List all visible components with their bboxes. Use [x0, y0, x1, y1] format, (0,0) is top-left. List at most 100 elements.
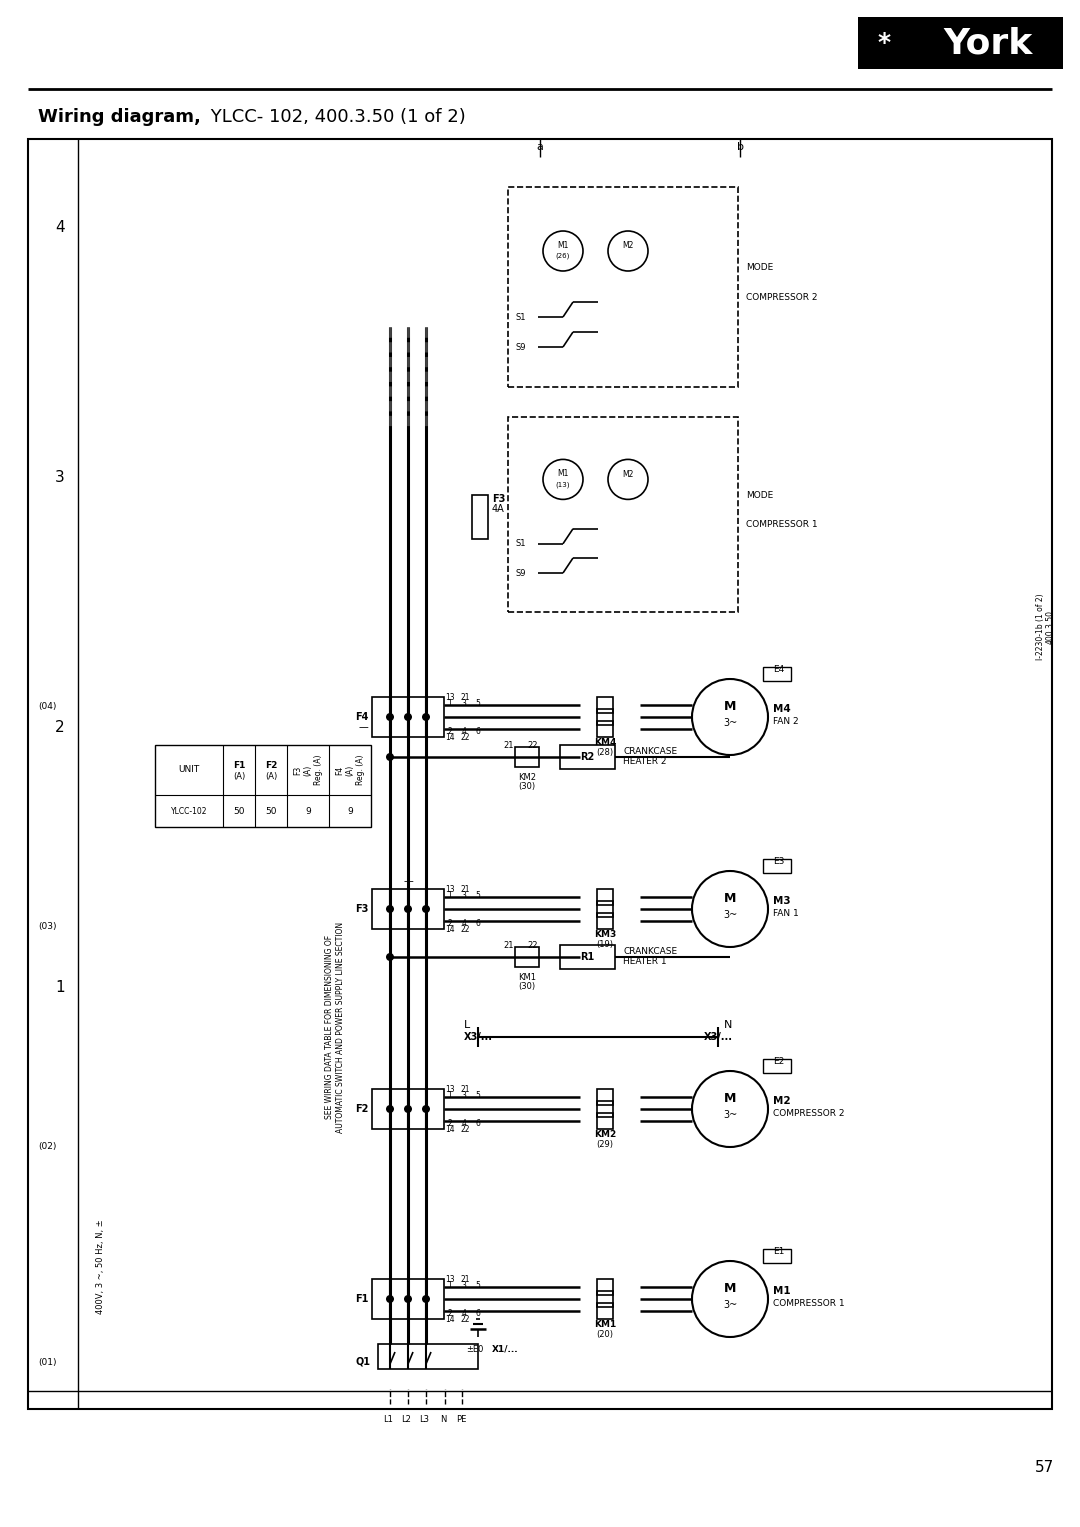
Text: 9: 9	[306, 806, 311, 815]
Text: CRANKCASE: CRANKCASE	[623, 747, 677, 756]
Text: E2: E2	[773, 1057, 784, 1066]
Text: L: L	[463, 1020, 470, 1031]
Text: X3/...: X3/...	[463, 1032, 492, 1041]
Text: York: York	[943, 26, 1032, 60]
Text: 3: 3	[461, 698, 467, 707]
Text: COMPRESSOR 1: COMPRESSOR 1	[773, 1298, 845, 1307]
Text: *: *	[877, 31, 891, 55]
Text: (01): (01)	[38, 1358, 56, 1367]
Bar	[372, 696, 444, 738]
Text: MODE: MODE	[746, 490, 773, 499]
Text: KM3: KM3	[594, 930, 616, 939]
Text: —: —	[359, 722, 368, 731]
Text: 13: 13	[445, 1275, 455, 1284]
Text: 21: 21	[460, 1275, 470, 1284]
Text: 3: 3	[461, 1281, 467, 1289]
Text: KM2: KM2	[518, 773, 536, 782]
Bar	[597, 709, 613, 725]
Text: a: a	[537, 142, 543, 153]
Text: L1: L1	[383, 1414, 393, 1423]
Text: SEE WIRING DATA TABLE FOR DIMENSIONING OF
AUTOMATIC SWITCH AND POWER SUPPLY LINE: SEE WIRING DATA TABLE FOR DIMENSIONING O…	[325, 921, 345, 1133]
Text: 22: 22	[528, 741, 538, 750]
Text: 21: 21	[503, 941, 514, 950]
Text: F3: F3	[355, 904, 369, 915]
Bar	[762, 1249, 791, 1263]
Text: 5: 5	[475, 1090, 481, 1099]
Text: E4: E4	[773, 664, 784, 673]
Bar	[597, 1089, 613, 1106]
Text: 6: 6	[475, 1118, 481, 1127]
Text: YLCC- 102, 400.3.50 (1 of 2): YLCC- 102, 400.3.50 (1 of 2)	[205, 108, 465, 127]
Text: X1/...: X1/...	[492, 1344, 518, 1353]
Text: 2: 2	[447, 1309, 453, 1318]
Text: 21: 21	[460, 1084, 470, 1093]
Text: 6: 6	[475, 727, 481, 736]
Text: 22: 22	[460, 1124, 470, 1133]
Text: F2: F2	[265, 760, 278, 770]
Text: 22: 22	[460, 924, 470, 933]
Bar	[597, 889, 613, 906]
Text: 50: 50	[233, 806, 245, 815]
Text: 6: 6	[475, 919, 481, 927]
Text: 2: 2	[55, 719, 65, 734]
Text: M3: M3	[773, 896, 791, 906]
Text: 1: 1	[447, 698, 453, 707]
Bar	[515, 947, 539, 967]
Text: M: M	[724, 1092, 737, 1106]
Text: (30): (30)	[518, 982, 536, 991]
Bar	[762, 667, 791, 681]
Bar	[597, 901, 613, 918]
Bar	[858, 17, 1063, 69]
Text: 14: 14	[445, 1124, 455, 1133]
Circle shape	[422, 713, 430, 721]
Text: L2: L2	[401, 1414, 410, 1423]
Bar	[28, 139, 1052, 1409]
Text: 6: 6	[475, 1309, 481, 1318]
Bar	[762, 1060, 791, 1073]
Text: 13: 13	[445, 693, 455, 701]
Text: 5: 5	[475, 698, 481, 707]
Circle shape	[386, 713, 394, 721]
Text: I-2230-1b (1 of 2): I-2230-1b (1 of 2)	[1036, 594, 1044, 660]
Text: (28): (28)	[596, 748, 613, 757]
Text: 3: 3	[55, 469, 65, 484]
Text: 3~: 3~	[723, 1110, 738, 1119]
Text: F3: F3	[492, 495, 505, 504]
Text: 21: 21	[503, 741, 514, 750]
Bar	[597, 1280, 613, 1295]
Text: F4
(A)
Reg. (A): F4 (A) Reg. (A)	[335, 754, 365, 785]
Text: 1: 1	[447, 1090, 453, 1099]
Circle shape	[386, 1295, 394, 1303]
Text: 13: 13	[445, 884, 455, 893]
Text: 13: 13	[445, 1084, 455, 1093]
Text: (04): (04)	[38, 702, 56, 712]
Text: 14: 14	[445, 733, 455, 742]
Text: b: b	[737, 142, 743, 153]
Text: 1: 1	[55, 979, 65, 994]
Bar	[597, 1101, 613, 1116]
Text: 5: 5	[475, 890, 481, 899]
Text: (19): (19)	[596, 941, 613, 948]
Text: 14: 14	[445, 924, 455, 933]
Text: KM1: KM1	[594, 1319, 616, 1328]
Bar	[597, 721, 613, 738]
Text: R2: R2	[580, 751, 594, 762]
Text: 14: 14	[445, 1315, 455, 1324]
Text: M1: M1	[773, 1286, 791, 1296]
Text: M: M	[724, 701, 737, 713]
Text: YLCC-102: YLCC-102	[171, 806, 207, 815]
Text: ±E0: ±E0	[465, 1344, 484, 1353]
Text: F4: F4	[354, 712, 368, 722]
Text: (13): (13)	[556, 481, 570, 487]
Circle shape	[386, 906, 394, 913]
Text: —: —	[403, 876, 413, 886]
Text: Q1: Q1	[355, 1358, 370, 1367]
Text: 57: 57	[1036, 1460, 1055, 1475]
Text: M2: M2	[622, 470, 634, 479]
Text: S9: S9	[516, 568, 527, 577]
Text: KM2: KM2	[594, 1130, 616, 1139]
Text: KM4: KM4	[594, 738, 617, 747]
Text: 2: 2	[447, 1118, 453, 1127]
Text: 400.3.50: 400.3.50	[1045, 609, 1054, 644]
Text: 2: 2	[447, 727, 453, 736]
